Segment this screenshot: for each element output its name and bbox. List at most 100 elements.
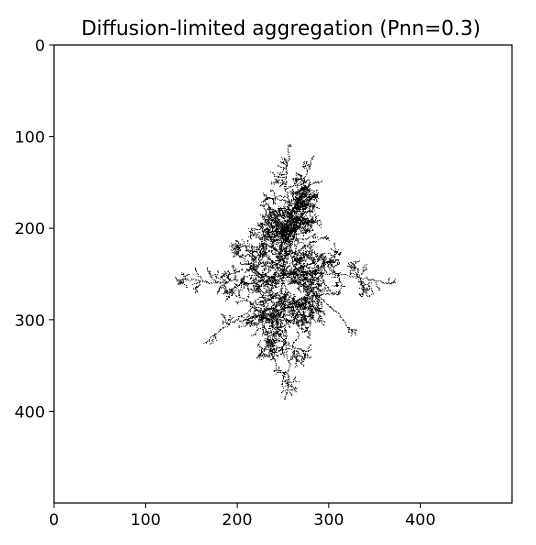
aggregate-particle — [312, 219, 314, 221]
aggregate-particle — [300, 210, 302, 212]
aggregate-particle — [314, 259, 316, 261]
aggregate-particle — [338, 291, 340, 293]
aggregate-particle — [322, 261, 324, 263]
aggregate-particle — [276, 224, 278, 226]
aggregate-particle — [322, 263, 324, 264]
aggregate-particle — [307, 287, 309, 289]
aggregate-particle — [292, 214, 294, 216]
aggregate-particle — [307, 257, 309, 259]
aggregate-particle — [302, 301, 304, 303]
aggregate-particle — [355, 267, 357, 269]
aggregate-particle — [290, 274, 292, 275]
aggregate-particle — [340, 274, 342, 275]
aggregate-particle — [272, 241, 274, 242]
aggregate-particle — [282, 182, 284, 184]
aggregate-particle — [276, 257, 278, 259]
aggregate-particle — [309, 307, 311, 309]
aggregate-particle — [272, 214, 274, 216]
aggregate-particle — [283, 161, 284, 163]
aggregate-particle — [306, 264, 308, 266]
aggregate-particle — [356, 277, 358, 279]
aggregate-particle — [287, 239, 289, 241]
aggregate-particle — [323, 280, 325, 282]
aggregate-particle — [304, 227, 306, 229]
aggregate-particle — [306, 295, 308, 297]
aggregate-particle — [289, 272, 291, 274]
aggregate-particle — [282, 198, 284, 200]
aggregate-particle — [291, 212, 293, 214]
aggregate-particle — [296, 281, 298, 283]
aggregate-particle — [292, 217, 294, 219]
aggregate-particle — [303, 274, 305, 276]
aggregate-particle — [289, 252, 291, 254]
aggregate-particle — [312, 261, 314, 263]
aggregate-particle — [293, 241, 295, 242]
aggregate-particle — [284, 224, 286, 226]
aggregate-particle — [331, 307, 333, 309]
aggregate-particle — [293, 197, 295, 199]
aggregate-particle — [265, 197, 267, 199]
aggregate-particle — [298, 200, 300, 202]
aggregate-particle — [302, 302, 304, 304]
aggregate-particle — [359, 293, 360, 295]
aggregate-particle — [286, 231, 288, 233]
aggregate-particle — [273, 220, 275, 222]
aggregate-particle — [310, 225, 312, 227]
aggregate-particle — [322, 265, 324, 267]
aggregate-particle — [312, 280, 314, 282]
aggregate-particle — [313, 273, 315, 275]
aggregate-particle — [308, 251, 310, 253]
aggregate-particle — [275, 210, 277, 212]
aggregate-particle — [287, 187, 289, 189]
aggregate-particle — [310, 283, 312, 285]
aggregate-particle — [300, 275, 302, 277]
aggregate-particle — [298, 190, 300, 192]
aggregate-particle — [298, 278, 300, 280]
aggregate-particle — [317, 291, 319, 293]
aggregate-particle — [312, 290, 314, 292]
aggregate-particle — [355, 262, 357, 264]
aggregate-particle — [265, 231, 267, 233]
aggregate-particle — [362, 288, 364, 290]
aggregate-particle — [360, 283, 362, 285]
aggregate-particle — [293, 270, 295, 272]
aggregate-particle — [295, 248, 297, 250]
aggregate-particle — [290, 283, 292, 285]
aggregate-particle — [267, 234, 269, 236]
aggregate-particle — [293, 212, 295, 214]
aggregate-particle — [284, 196, 286, 198]
aggregate-particle — [278, 179, 280, 181]
aggregate-particle — [296, 283, 298, 285]
aggregate-particle — [315, 271, 317, 273]
aggregate-particle — [295, 279, 297, 281]
aggregate-particle — [272, 208, 273, 210]
aggregate-particle — [305, 272, 307, 274]
aggregate-particle — [318, 259, 320, 261]
aggregate-particle — [329, 273, 331, 275]
aggregate-particle — [308, 258, 310, 260]
aggregate-particle — [337, 262, 339, 264]
aggregate-particle — [309, 251, 311, 253]
aggregate-particle — [264, 200, 266, 202]
aggregate-particle — [334, 293, 336, 295]
aggregate-particle — [281, 166, 283, 168]
aggregate-particle — [305, 230, 307, 231]
aggregate-particle — [290, 236, 292, 238]
aggregate-particle — [361, 295, 363, 297]
aggregate-particle — [363, 286, 365, 288]
aggregate-particle — [310, 271, 312, 273]
aggregate-particle — [303, 284, 305, 286]
aggregate-particle — [309, 280, 311, 282]
aggregate-particle — [306, 279, 308, 281]
aggregate-particle — [306, 292, 308, 294]
aggregate-particle — [286, 273, 288, 275]
aggregate-particle — [302, 267, 304, 269]
aggregate-particle — [316, 294, 318, 296]
aggregate-particle — [315, 292, 317, 294]
aggregate-particle — [307, 253, 309, 255]
aggregate-particle — [257, 222, 259, 224]
aggregate-particle — [309, 298, 311, 300]
aggregate-particle — [298, 284, 300, 286]
aggregate-particle — [323, 260, 325, 262]
aggregate-particle — [351, 266, 353, 268]
